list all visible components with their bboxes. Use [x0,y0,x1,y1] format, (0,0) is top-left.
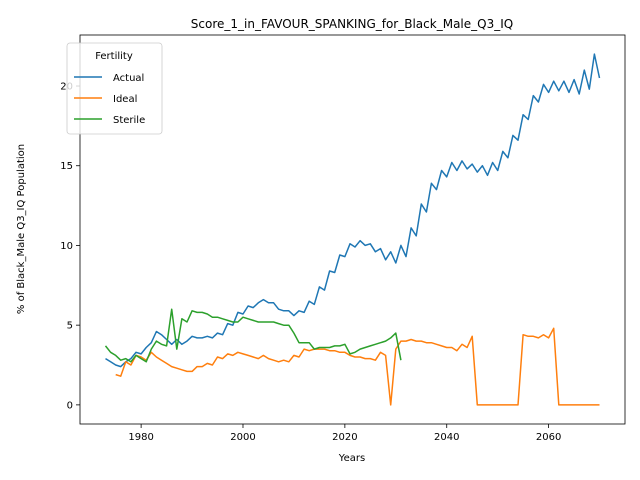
legend-title: Fertility [95,51,133,62]
x-tick-label: 2000 [230,432,255,443]
legend: Fertility Actual Ideal Sterile [67,43,162,134]
chart-title: Score_1_in_FAVOUR_SPANKING_for_Black_Mal… [191,17,513,31]
legend-label-sterile: Sterile [113,115,145,126]
y-tick-label: 10 [60,241,73,252]
legend-label-actual: Actual [113,73,144,84]
x-tick-label: 2020 [332,432,357,443]
x-tick-label: 2040 [434,432,459,443]
y-axis-label: % of Black_Male Q3_IQ Population [16,144,27,314]
x-tick-label: 1980 [128,432,153,443]
x-tick-label: 2060 [536,432,561,443]
y-tick-label: 15 [60,161,73,172]
y-tick-label: 0 [67,400,73,411]
x-axis-label: Years [338,453,365,464]
y-tick-label: 5 [67,321,73,332]
legend-label-ideal: Ideal [113,94,137,105]
x-axis-ticks: 1980 2000 2020 2040 2060 [128,424,561,443]
